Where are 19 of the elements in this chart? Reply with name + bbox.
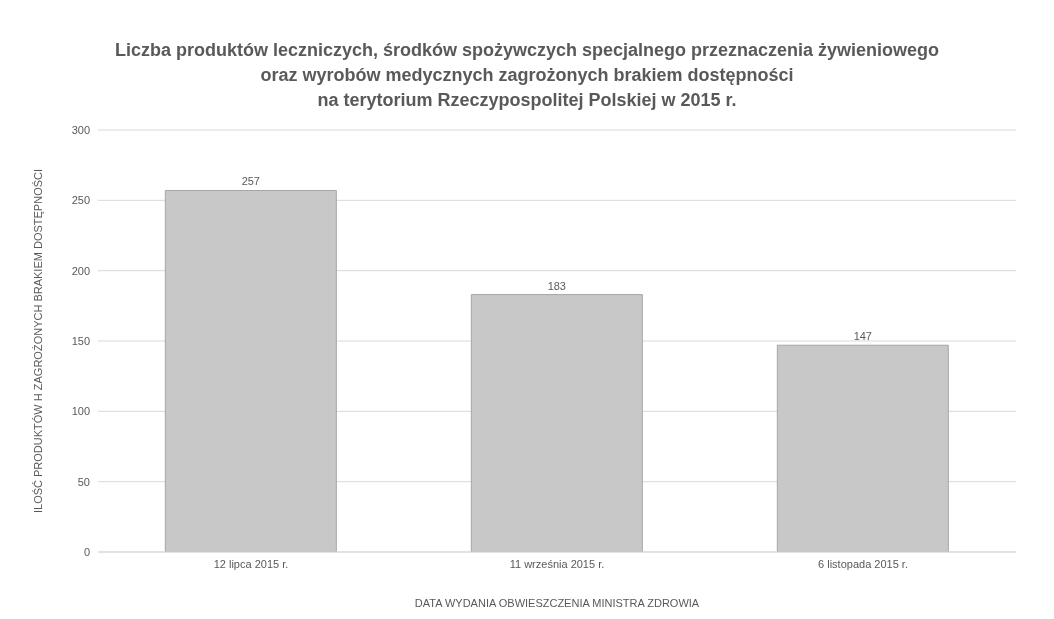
bar: [776, 344, 949, 552]
data-label: 147: [853, 330, 872, 343]
x-axis-title: DATA WYDANIA OBWIESZCZENIA MINISTRA ZDROWIA: [414, 597, 700, 609]
data-label: 257: [241, 175, 260, 188]
bar: [164, 189, 337, 552]
y-tick-label: 200: [71, 264, 90, 277]
y-axis-title: ILOŚĆ PRODUKTÓW H ZAGROŻONYCH BRAKIEM DOSTĘPNOŚCI: [31, 168, 44, 514]
y-tick-label: 0: [83, 545, 90, 558]
y-tick-label: 250: [71, 194, 90, 207]
y-tick-label: 300: [71, 123, 90, 136]
x-tick-label: 6 listopada 2015 r.: [818, 557, 908, 570]
y-tick-label: 150: [71, 334, 90, 347]
y-tick-label: 100: [71, 405, 90, 418]
bar: [470, 294, 643, 552]
y-tick-label: 50: [77, 475, 90, 488]
data-label: 183: [547, 279, 566, 292]
x-tick-label: 11 września 2015 r.: [509, 557, 605, 570]
x-tick-label: 12 lipca 2015 r.: [213, 557, 289, 570]
chart-title: Liczba produktów leczniczych, środków spożywczych specjalnego przeznaczenia żywieniowego oraz wyrobów medycznych zagrożonych brakiem dostępności na terytorium Rzeczypospolitej Polskiej w 2015 r.: [113, 39, 941, 112]
